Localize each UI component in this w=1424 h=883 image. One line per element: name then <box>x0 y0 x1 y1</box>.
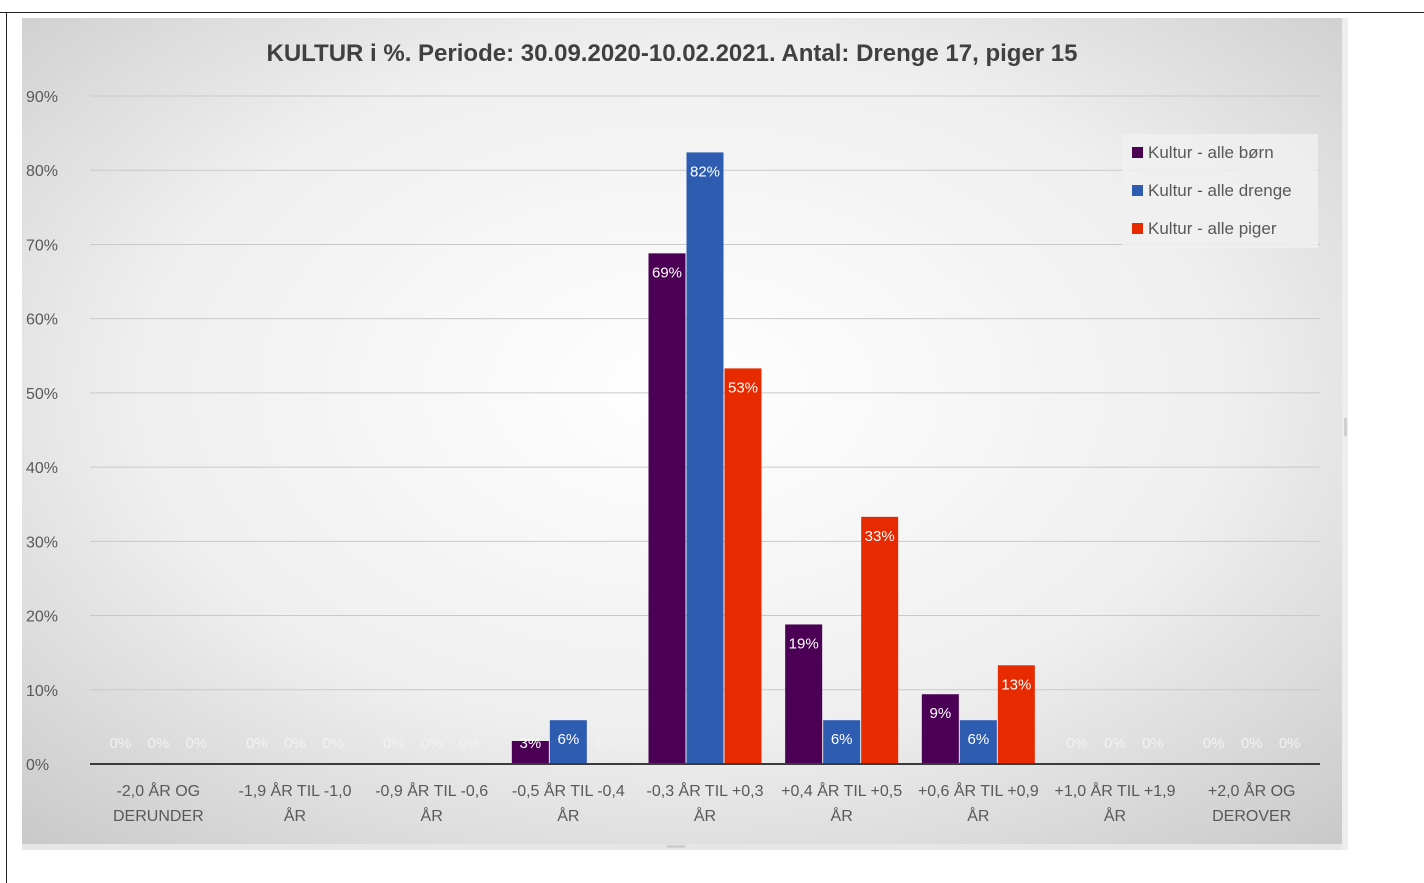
data-label: 0% <box>1066 735 1088 752</box>
data-label: 0% <box>459 735 481 752</box>
data-label: 13% <box>1001 676 1031 693</box>
data-label: 0% <box>1142 735 1164 752</box>
resize-handle-right[interactable] <box>1344 418 1347 436</box>
legend-swatch <box>1132 185 1143 196</box>
data-label: 69% <box>652 264 682 281</box>
bar[interactable] <box>823 720 861 764</box>
x-tick-label: ÅR <box>284 806 306 825</box>
x-tick-label: ÅR <box>967 806 989 825</box>
data-label: 33% <box>865 528 895 545</box>
data-label: 0% <box>147 735 169 752</box>
y-tick-label: 20% <box>26 609 58 626</box>
x-tick-label: -2,0 ÅR OG <box>117 781 201 800</box>
data-label: 19% <box>789 635 819 652</box>
bar[interactable] <box>549 720 587 764</box>
frame-top-border <box>0 12 1424 13</box>
data-label: 53% <box>728 379 758 396</box>
bar[interactable] <box>511 740 549 764</box>
bar-layer <box>511 152 1035 765</box>
data-label: 0% <box>246 735 268 752</box>
data-label: 0% <box>109 735 131 752</box>
data-label: 0% <box>595 735 617 752</box>
x-tick-label: +0,6 ÅR TIL +0,9 <box>918 781 1039 800</box>
data-label: 6% <box>831 731 853 748</box>
y-tick-label: 10% <box>26 683 58 700</box>
y-tick-label: 40% <box>26 460 58 477</box>
resize-handle-bottom[interactable] <box>667 845 685 848</box>
legend-box <box>1122 134 1318 248</box>
data-label: 0% <box>421 735 443 752</box>
data-label: 6% <box>967 731 989 748</box>
x-tick-label: DEROVER <box>1212 808 1291 825</box>
data-label: 0% <box>383 735 405 752</box>
x-tick-label: ÅR <box>1104 806 1126 825</box>
bar[interactable] <box>686 152 724 765</box>
frame-left-border <box>6 12 7 883</box>
y-tick-label: 60% <box>26 312 58 329</box>
data-label: 0% <box>322 735 344 752</box>
data-label-layer: 0% 0% 0% 0% 0% 0% 0% 0% 0% 3% 6% 0% 69% 82% 53% 19% 6% 33… <box>109 163 1300 752</box>
bar[interactable] <box>724 368 762 764</box>
data-label: 6% <box>557 731 579 748</box>
y-tick-label: 30% <box>26 534 58 551</box>
y-tick-label: 80% <box>26 163 58 180</box>
bar[interactable] <box>997 665 1035 764</box>
x-tick-label: +2,0 ÅR OG <box>1208 781 1296 800</box>
bar[interactable] <box>921 694 959 764</box>
data-label: 0% <box>284 735 306 752</box>
x-tick-label: ÅR <box>694 806 716 825</box>
bar[interactable] <box>959 720 997 764</box>
y-tick-label: 50% <box>26 386 58 403</box>
bar[interactable] <box>648 253 686 764</box>
data-label: 0% <box>185 735 207 752</box>
data-label: 0% <box>1279 735 1301 752</box>
legend-swatch <box>1132 223 1143 234</box>
x-tick-label: ÅR <box>831 806 853 825</box>
x-tick-label: ÅR <box>421 806 443 825</box>
legend-entry-label: Kultur - alle børn <box>1148 143 1274 162</box>
legend-swatch <box>1132 147 1143 158</box>
legend[interactable]: Kultur - alle børn Kultur - alle drenge Ku… <box>1122 134 1318 248</box>
legend-entry-label: Kultur - alle drenge <box>1148 181 1292 200</box>
data-label: 3% <box>519 735 541 752</box>
data-label: 82% <box>690 163 720 180</box>
y-tick-label: 70% <box>26 237 58 254</box>
x-tick-label: -0,3 ÅR TIL +0,3 <box>647 781 764 800</box>
x-tick-label: DERUNDER <box>113 808 204 825</box>
x-tick-label: -0,9 ÅR TIL -0,6 <box>375 781 488 800</box>
data-label: 9% <box>929 705 951 722</box>
data-label: 0% <box>1241 735 1263 752</box>
data-label: 0% <box>1104 735 1126 752</box>
chart-title: KULTUR i %. Periode: 30.09.2020-10.02.20… <box>267 40 1078 67</box>
x-axis-tick-labels: -2,0 ÅR OG DERUNDER -1,9 ÅR TIL -1,0 ÅR -0,9… <box>113 781 1295 825</box>
x-tick-label: +1,0 ÅR TIL +1,9 <box>1055 781 1176 800</box>
data-label: 0% <box>1203 735 1225 752</box>
y-tick-label: 90% <box>26 89 58 106</box>
bar[interactable] <box>861 516 899 764</box>
y-tick-label: 0% <box>26 757 49 774</box>
legend-entry-label: Kultur - alle piger <box>1148 219 1277 238</box>
x-tick-label: -0,5 ÅR TIL -0,4 <box>512 781 625 800</box>
x-tick-label: ÅR <box>557 806 579 825</box>
bar[interactable] <box>785 624 823 764</box>
x-tick-label: -1,9 ÅR TIL -1,0 <box>239 781 352 800</box>
x-tick-label: +0,4 ÅR TIL +0,5 <box>781 781 902 800</box>
y-axis-tick-labels: 0% 10% 20% 30% 40% 50% 60% 70% 80% 90% <box>26 89 58 774</box>
